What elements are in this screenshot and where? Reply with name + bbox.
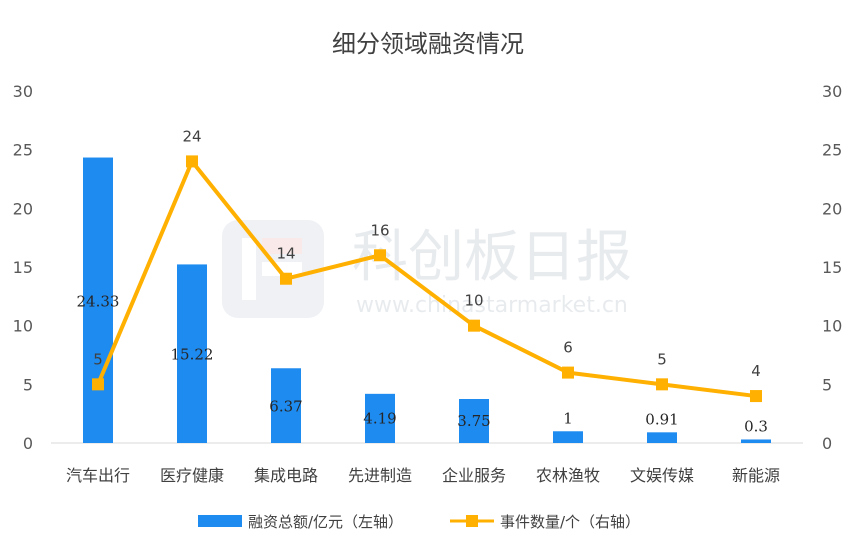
series-line: [96, 159, 757, 399]
line-data-label: 5: [657, 350, 667, 368]
y-right-tick-label: 15: [822, 258, 842, 277]
bar: [741, 439, 771, 443]
line-data-labels: 5 24 14 16 10 6 5 4: [93, 127, 761, 380]
legend-bar-label: 融资总额/亿元（左轴）: [248, 513, 403, 531]
y-left-tick-label: 20: [13, 199, 33, 218]
watermark-brand: 科创板日报: [352, 225, 632, 290]
line-marker: [92, 378, 104, 391]
line-data-label: 5: [93, 350, 103, 368]
line-marker: [280, 272, 292, 285]
watermark-logo-block2-icon: [262, 262, 302, 276]
y-right-tick-label: 25: [822, 141, 842, 160]
line-data-label: 6: [563, 339, 573, 357]
bar-data-label: 4.19: [363, 409, 396, 427]
bar: [647, 432, 677, 443]
y-right-tick-label: 30: [822, 82, 842, 101]
y-left-tick-label: 5: [23, 375, 33, 394]
bar-data-labels: 24.33 15.22 6.37 4.19 3.75 1 0.91 0.3: [77, 292, 768, 435]
y-left-tick-label: 30: [13, 82, 33, 101]
bar: [365, 393, 395, 443]
watermark: 科创板日报 www.chinastarmarket.cn: [222, 220, 632, 318]
y-left-tick-label: 10: [13, 317, 33, 336]
line-marker: [750, 390, 762, 403]
chart-title: 细分领域融资情况: [332, 30, 524, 58]
x-category-label: 文娱传媒: [630, 466, 694, 485]
line-data-label: 4: [751, 362, 761, 380]
bar: [459, 399, 489, 443]
line-data-label: 14: [276, 245, 295, 263]
x-category-label: 集成电路: [254, 466, 318, 485]
y-right-tick-label: 10: [822, 317, 842, 336]
line-marker: [468, 319, 480, 332]
bar-series: [83, 157, 771, 443]
y-right-tick-label: 5: [822, 375, 832, 394]
bar-data-label: 24.33: [77, 292, 120, 310]
line-marker: [562, 366, 574, 379]
y-left-tick-label: 0: [23, 434, 33, 453]
bar-data-label: 6.37: [269, 398, 302, 416]
x-axis: 汽车出行 医疗健康 集成电路 先进制造 企业服务 农林渔牧 文娱传媒 新能源: [66, 466, 780, 485]
bar-data-label: 15.22: [171, 346, 214, 364]
y-left-tick-label: 15: [13, 258, 33, 277]
line-marker: [374, 249, 386, 262]
watermark-logo-block-icon: [262, 238, 302, 254]
bar-data-label: 0.3: [744, 417, 768, 435]
y-right-tick-label: 0: [822, 434, 832, 453]
y-axis-left: 0 5 10 15 20 25 30: [13, 82, 33, 453]
bar-data-label: 1: [563, 409, 573, 427]
y-left-tick-label: 25: [13, 141, 33, 160]
x-category-label: 企业服务: [442, 466, 506, 485]
bar: [177, 264, 207, 443]
line-marker: [656, 378, 668, 391]
line-data-label: 16: [370, 221, 389, 239]
watermark-url: www.chinastarmarket.cn: [356, 293, 628, 318]
x-category-label: 新能源: [732, 466, 780, 485]
x-category-label: 医疗健康: [160, 466, 224, 485]
legend-bar-swatch-icon: [198, 515, 242, 527]
x-category-label: 农林渔牧: [536, 466, 600, 485]
line-series: [92, 155, 762, 403]
bar: [83, 157, 113, 443]
line-data-label: 24: [182, 127, 201, 145]
x-category-label: 先进制造: [348, 466, 412, 485]
line-marker: [186, 155, 198, 168]
bar: [553, 431, 583, 443]
y-right-tick-label: 20: [822, 199, 842, 218]
y-axis-right: 0 5 10 15 20 25 30: [822, 82, 842, 453]
bar: [271, 368, 301, 443]
x-category-label: 汽车出行: [66, 466, 130, 485]
legend-line-marker-icon: [466, 515, 478, 527]
legend: 融资总额/亿元（左轴） 事件数量/个（右轴）: [198, 513, 640, 531]
bar-data-label: 3.75: [457, 412, 490, 430]
line-data-label: 10: [464, 292, 483, 310]
watermark-logo-icon: [222, 220, 324, 318]
watermark-logo-bar-icon: [242, 238, 256, 300]
legend-line-label: 事件数量/个（右轴）: [500, 513, 640, 531]
bar-data-label: 0.91: [645, 410, 678, 428]
